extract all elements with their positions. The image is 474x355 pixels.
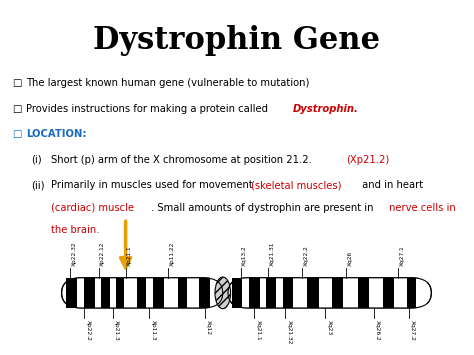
Bar xyxy=(178,278,187,308)
Text: nerve cells in: nerve cells in xyxy=(389,203,456,213)
Text: (i): (i) xyxy=(31,155,41,165)
Text: Xq21.1: Xq21.1 xyxy=(255,320,261,340)
Text: Xq26: Xq26 xyxy=(347,251,353,266)
Text: Xq23: Xq23 xyxy=(327,320,332,335)
Bar xyxy=(187,278,199,308)
Bar xyxy=(66,278,77,308)
Bar xyxy=(232,278,242,308)
Bar xyxy=(249,278,260,308)
Bar xyxy=(116,278,124,308)
Bar xyxy=(293,278,307,308)
Text: Xp21.1: Xp21.1 xyxy=(127,245,132,266)
Text: LOCATION:: LOCATION: xyxy=(26,129,87,139)
Text: Xq12: Xq12 xyxy=(206,320,211,335)
Text: (skeletal muscles): (skeletal muscles) xyxy=(251,180,342,190)
Ellipse shape xyxy=(215,277,230,309)
Text: Primarily in muscles used for movement: Primarily in muscles used for movement xyxy=(51,180,255,190)
Text: and in heart: and in heart xyxy=(359,180,423,190)
FancyBboxPatch shape xyxy=(228,278,431,308)
Bar xyxy=(146,278,153,308)
Text: Provides instructions for making a protein called: Provides instructions for making a prote… xyxy=(26,104,271,114)
Text: □: □ xyxy=(12,78,21,88)
Bar xyxy=(369,278,383,308)
Bar xyxy=(319,278,332,308)
Bar xyxy=(416,278,427,308)
Bar xyxy=(283,278,293,308)
Text: Xq27.2: Xq27.2 xyxy=(410,320,415,340)
Text: Xp22.12: Xp22.12 xyxy=(100,241,105,266)
Bar xyxy=(124,278,137,308)
Bar xyxy=(84,278,95,308)
Bar xyxy=(153,278,164,308)
Bar xyxy=(394,278,407,308)
Text: Xq21.32: Xq21.32 xyxy=(287,320,292,344)
Text: Xq13.2: Xq13.2 xyxy=(242,245,247,266)
Text: □: □ xyxy=(12,104,21,114)
Bar xyxy=(383,278,394,308)
Bar xyxy=(332,278,343,308)
Text: Xq22.2: Xq22.2 xyxy=(304,245,309,266)
Text: Dystrophin.: Dystrophin. xyxy=(292,104,358,114)
Bar xyxy=(266,278,276,308)
Bar xyxy=(276,278,283,308)
Text: The largest known human gene (vulnerable to mutation): The largest known human gene (vulnerable… xyxy=(26,78,310,88)
Text: the brain.: the brain. xyxy=(51,225,99,235)
Bar xyxy=(110,278,116,308)
Bar xyxy=(95,278,101,308)
Text: Xq27.1: Xq27.1 xyxy=(400,245,405,266)
Text: Xq26.2: Xq26.2 xyxy=(375,320,380,340)
Text: Xp11.3: Xp11.3 xyxy=(151,320,156,340)
FancyBboxPatch shape xyxy=(62,278,223,308)
Bar xyxy=(164,278,178,308)
Text: Xq21.31: Xq21.31 xyxy=(270,242,275,266)
Bar xyxy=(210,278,219,308)
Bar xyxy=(101,278,110,308)
Bar xyxy=(343,278,358,308)
Text: . Small amounts of dystrophin are present in: . Small amounts of dystrophin are presen… xyxy=(151,203,376,213)
Text: Dystrophin Gene: Dystrophin Gene xyxy=(93,25,381,56)
Text: (ii): (ii) xyxy=(31,180,44,190)
Text: Xp11.22: Xp11.22 xyxy=(170,242,175,266)
Bar xyxy=(260,278,266,308)
Bar xyxy=(407,278,416,308)
Text: Xp22.2: Xp22.2 xyxy=(86,320,91,340)
Text: Short (p) arm of the X chromosome at position 21.2.: Short (p) arm of the X chromosome at pos… xyxy=(51,155,315,165)
Text: □: □ xyxy=(12,129,21,139)
Bar xyxy=(77,278,84,308)
Text: (cardiac) muscle: (cardiac) muscle xyxy=(51,203,134,213)
Text: (Xp21.2): (Xp21.2) xyxy=(346,155,389,165)
Bar xyxy=(242,278,249,308)
Bar xyxy=(137,278,146,308)
Text: Xp22.32: Xp22.32 xyxy=(72,241,77,266)
Bar xyxy=(307,278,319,308)
Bar xyxy=(199,278,210,308)
Text: Xp21.3: Xp21.3 xyxy=(114,320,119,340)
Bar xyxy=(358,278,369,308)
